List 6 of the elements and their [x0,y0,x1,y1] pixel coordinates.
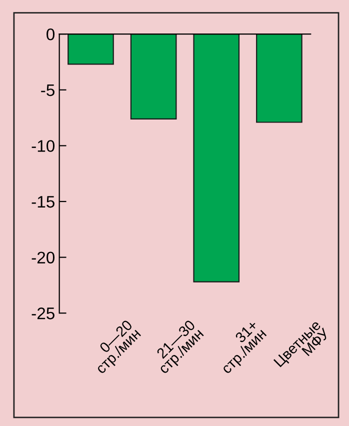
y-tick-label: -15 [32,196,54,208]
y-tick-label: 0 [46,28,55,40]
y-tick-label: -10 [32,140,55,152]
y-tick-label: -20 [32,252,55,264]
y-tick-label: -25 [32,308,54,320]
y-tick-label: -5 [41,84,54,96]
